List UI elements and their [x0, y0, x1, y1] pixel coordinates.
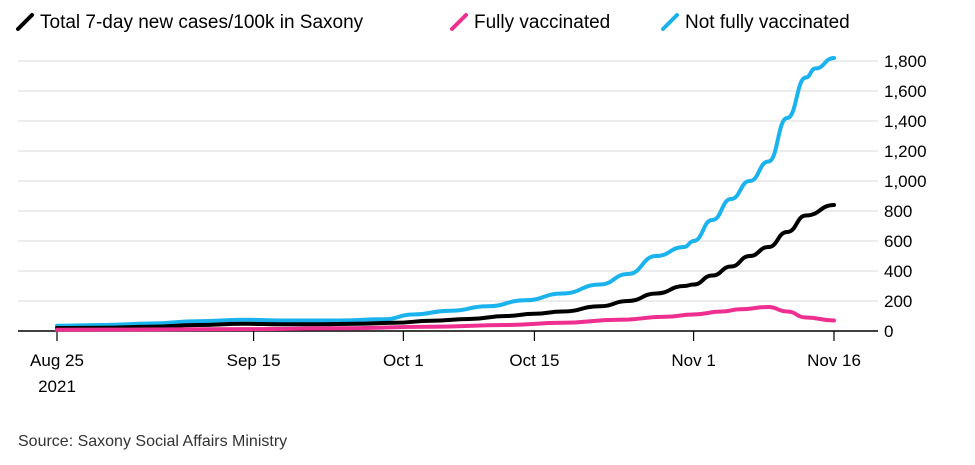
series-line-fully-vaccinated [55, 305, 836, 332]
grid-lines [18, 60, 878, 332]
y-tick-label: 1,800 [884, 52, 927, 71]
x-tick-label: Sep 15 [227, 351, 281, 370]
series-line-not-fully-vaccinated [55, 56, 836, 328]
legend-label: Total 7-day new cases/100k in Saxony [40, 12, 364, 33]
x-tick-label: Nov 1 [671, 351, 715, 370]
x-tick-label: Oct 15 [509, 351, 559, 370]
y-tick-label: 1,200 [884, 142, 927, 161]
y-tick-label: 400 [884, 262, 912, 281]
y-axis: 0 200 400 600 800 1,000 1,200 1,400 1,600 1,800 [884, 52, 927, 341]
x-tick-label: Aug 25 [30, 351, 84, 370]
legend-swatch [16, 13, 34, 31]
y-tick-label: 200 [884, 292, 912, 311]
series-lines [55, 56, 836, 332]
y-tick-label: 800 [884, 202, 912, 221]
source-note: Source: Saxony Social Affairs Ministry [18, 433, 287, 450]
y-tick-label: 1,400 [884, 112, 927, 131]
legend-swatch [450, 13, 468, 31]
legend-swatch [661, 13, 679, 31]
series-line-total-7-day-new-cases-100k-in-saxony [55, 203, 836, 330]
y-tick-label: 0 [884, 322, 893, 341]
x-tick-label: Nov 16 [807, 351, 861, 370]
y-tick-label: 1,000 [884, 172, 927, 191]
y-tick-label: 1,600 [884, 82, 927, 101]
x-axis: Aug 25 2021 Sep 15 Oct 1 Oct 15 Nov 1 Nov 16 [30, 331, 861, 396]
legend-label: Not fully vaccinated [685, 12, 850, 33]
x-tick-label: Oct 1 [383, 351, 424, 370]
legend-label: Fully vaccinated [474, 12, 610, 33]
x-tick-sublabel: 2021 [38, 377, 76, 396]
legend: Total 7-day new cases/100k in Saxony Full… [16, 12, 850, 33]
y-tick-label: 600 [884, 232, 912, 251]
